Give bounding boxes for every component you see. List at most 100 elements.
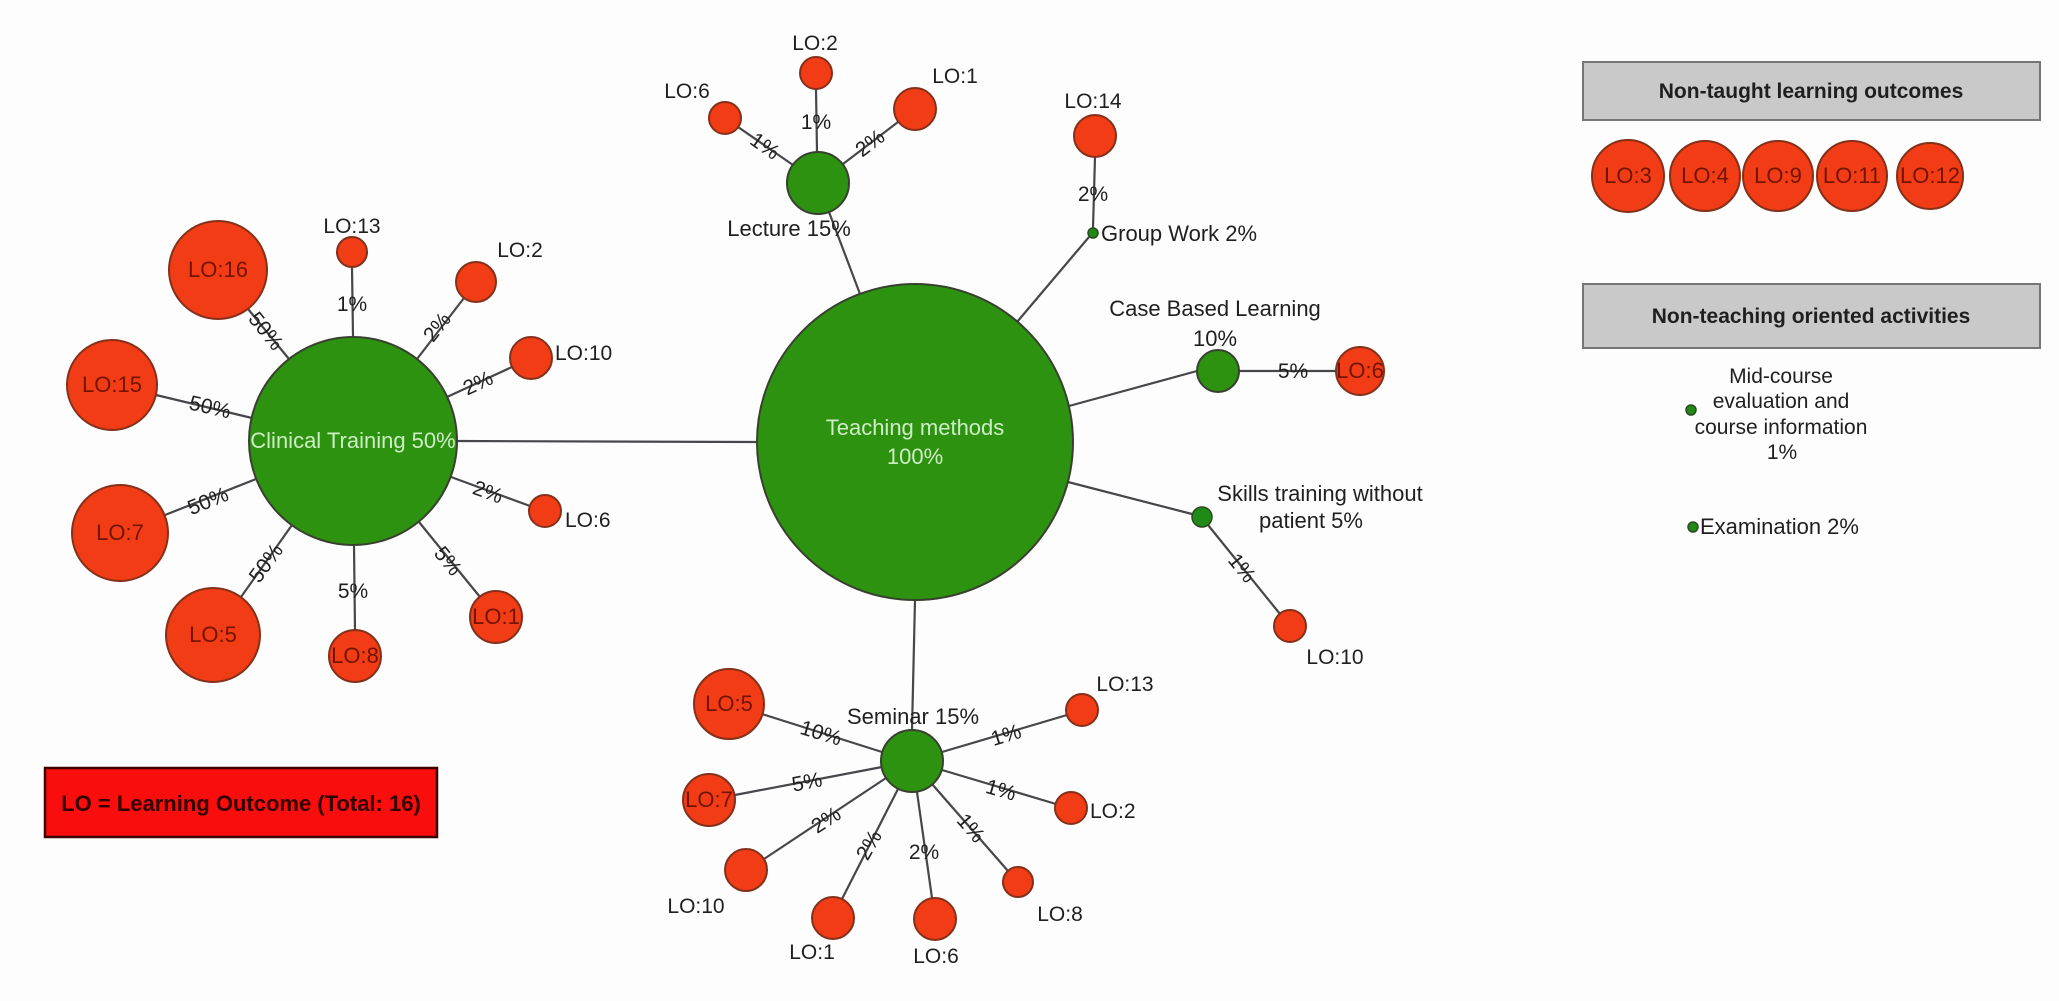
non-teaching-title: Non-teaching oriented activities bbox=[1652, 305, 1971, 328]
groupwork-lo14-pct: 2% bbox=[1078, 183, 1108, 206]
edge-clinical-lo6 bbox=[450, 475, 531, 508]
clinical-lo15-label: LO:15 bbox=[82, 372, 142, 397]
seminar-lo2-pct: 1% bbox=[983, 775, 1019, 805]
clinical-lo15-pct: 50% bbox=[187, 392, 233, 424]
node-clinical-lo7 bbox=[71, 484, 169, 582]
node-clinical-lo5 bbox=[165, 587, 261, 683]
edge-teaching-lecture bbox=[827, 211, 862, 295]
seminar-lo13-pct: 1% bbox=[988, 720, 1024, 751]
clinical-lo7-pct: 50% bbox=[184, 483, 232, 520]
edge-seminar-lo7 bbox=[734, 765, 883, 797]
edge-clinical-lo5 bbox=[240, 524, 293, 598]
groupwork-lo14-label: LO:14 bbox=[1064, 90, 1122, 113]
node-midcourse-dot bbox=[1685, 404, 1697, 416]
node-seminar-lo2 bbox=[1054, 791, 1088, 825]
seminar-lo10-label: LO:10 bbox=[667, 895, 724, 918]
clinical-lo2-pct: 2% bbox=[419, 308, 456, 346]
clinical-lo5-pct: 50% bbox=[245, 540, 288, 588]
node-case-based-learning bbox=[1196, 349, 1240, 393]
edge-seminar-lo2 bbox=[941, 768, 1057, 806]
edge-clinical-lo8 bbox=[352, 544, 357, 631]
midcourse-line2: evaluation and bbox=[1713, 390, 1850, 413]
node-seminar-lo13 bbox=[1065, 693, 1099, 727]
clinical-lo8-pct: 5% bbox=[338, 580, 368, 603]
edge-clinical-lo13 bbox=[350, 266, 355, 338]
node-group-work-dot bbox=[1087, 227, 1099, 239]
edge-teaching-casebased bbox=[1068, 369, 1198, 408]
seminar-lo5-label: LO:5 bbox=[705, 691, 753, 716]
midcourse-line1: Mid-course bbox=[1729, 365, 1833, 388]
legend-box bbox=[43, 766, 439, 839]
non-taught-header-box bbox=[1582, 61, 2041, 121]
edge-seminar-lo1 bbox=[841, 788, 899, 900]
clinical-lo16-label: LO:16 bbox=[188, 257, 248, 282]
edge-clinical-lo15 bbox=[155, 393, 253, 420]
edge-lecture-lo6 bbox=[737, 126, 794, 166]
edge-lecture-lo1 bbox=[842, 121, 899, 165]
node-skills-training-dot bbox=[1191, 506, 1213, 528]
node-clinical-lo1 bbox=[469, 590, 523, 644]
clinical-lo6-label: LO:6 bbox=[565, 509, 611, 532]
clinical-lo13-label: LO:13 bbox=[323, 215, 380, 238]
node-teaching-methods bbox=[756, 283, 1074, 601]
midcourse-line3: course information bbox=[1695, 416, 1868, 439]
lecture-lo6-label: LO:6 bbox=[664, 80, 710, 103]
node-lecture-lo2 bbox=[799, 56, 833, 90]
lecture-lo1-pct: 2% bbox=[851, 125, 889, 162]
edge-teaching-skills bbox=[1067, 480, 1193, 516]
midcourse-line4: 1% bbox=[1767, 441, 1797, 464]
node-groupwork-lo14 bbox=[1073, 114, 1117, 158]
node-clinical-lo6 bbox=[528, 494, 562, 528]
lecture-lo2-pct: 1% bbox=[801, 111, 831, 134]
node-lecture-lo6 bbox=[708, 101, 742, 135]
nontaught-lo12-label: LO:12 bbox=[1900, 163, 1960, 188]
seminar-lo5-pct: 10% bbox=[797, 716, 844, 750]
nontaught-lo4-label: LO:4 bbox=[1681, 163, 1729, 188]
node-seminar bbox=[880, 729, 944, 793]
clinical-lo10-label: LO:10 bbox=[555, 342, 612, 365]
skills-label-line2: patient 5% bbox=[1259, 508, 1363, 533]
clinical-lo10-pct: 2% bbox=[460, 367, 497, 401]
node-clinical-lo13 bbox=[336, 236, 368, 268]
clinical-lo6-pct: 2% bbox=[470, 476, 506, 508]
edge-clinical-lo10 bbox=[446, 366, 513, 398]
teaching-label-line2: 100% bbox=[887, 444, 943, 469]
edge-teaching-seminar bbox=[910, 599, 917, 731]
casebased-lo6-pct: 5% bbox=[1278, 360, 1308, 383]
legend-text: LO = Learning Outcome (Total: 16) bbox=[61, 791, 421, 816]
nontaught-lo3-label: LO:3 bbox=[1604, 163, 1652, 188]
edge-seminar-lo8 bbox=[931, 783, 1009, 872]
node-clinical-lo2 bbox=[455, 261, 497, 303]
nontaught-lo9-label: LO:9 bbox=[1754, 163, 1802, 188]
groupwork-label: Group Work 2% bbox=[1101, 221, 1257, 246]
node-clinical-lo8 bbox=[328, 629, 382, 683]
seminar-lo8-label: LO:8 bbox=[1037, 903, 1083, 926]
seminar-lo7-label: LO:7 bbox=[685, 787, 733, 812]
node-seminar-lo10 bbox=[724, 848, 768, 892]
edge-clinical-lo1 bbox=[418, 521, 481, 598]
clinical-lo7-label: LO:7 bbox=[96, 520, 144, 545]
clinical-lo2-label: LO:2 bbox=[497, 239, 543, 262]
non-taught-title: Non-taught learning outcomes bbox=[1659, 80, 1964, 103]
seminar-lo6-pct: 2% bbox=[909, 841, 939, 864]
edge-lecture-lo2 bbox=[814, 88, 819, 153]
node-nontaught-lo4 bbox=[1669, 140, 1741, 212]
edges bbox=[155, 88, 1336, 900]
clinical-lo5-label: LO:5 bbox=[189, 622, 237, 647]
examination-label: Examination 2% bbox=[1700, 514, 1859, 539]
edge-teaching-groupwork bbox=[1016, 236, 1090, 323]
node-clinical-training bbox=[248, 336, 458, 546]
teaching-label-line1: Teaching methods bbox=[826, 415, 1005, 440]
seminar-lo1-label: LO:1 bbox=[789, 941, 835, 964]
edge-skills-lo10 bbox=[1207, 524, 1281, 615]
node-clinical-lo16 bbox=[168, 220, 268, 320]
seminar-lo2-label: LO:2 bbox=[1090, 800, 1136, 823]
skills-label-line1: Skills training without bbox=[1217, 481, 1422, 506]
lecture-label: Lecture 15% bbox=[727, 216, 851, 241]
edge-seminar-lo10 bbox=[763, 777, 887, 860]
nontaught-lo11-label: LO:11 bbox=[1823, 163, 1881, 188]
seminar-lo13-label: LO:13 bbox=[1096, 673, 1153, 696]
lecture-lo1-label: LO:1 bbox=[932, 65, 978, 88]
clinical-label: Clinical Training 50% bbox=[250, 428, 455, 453]
